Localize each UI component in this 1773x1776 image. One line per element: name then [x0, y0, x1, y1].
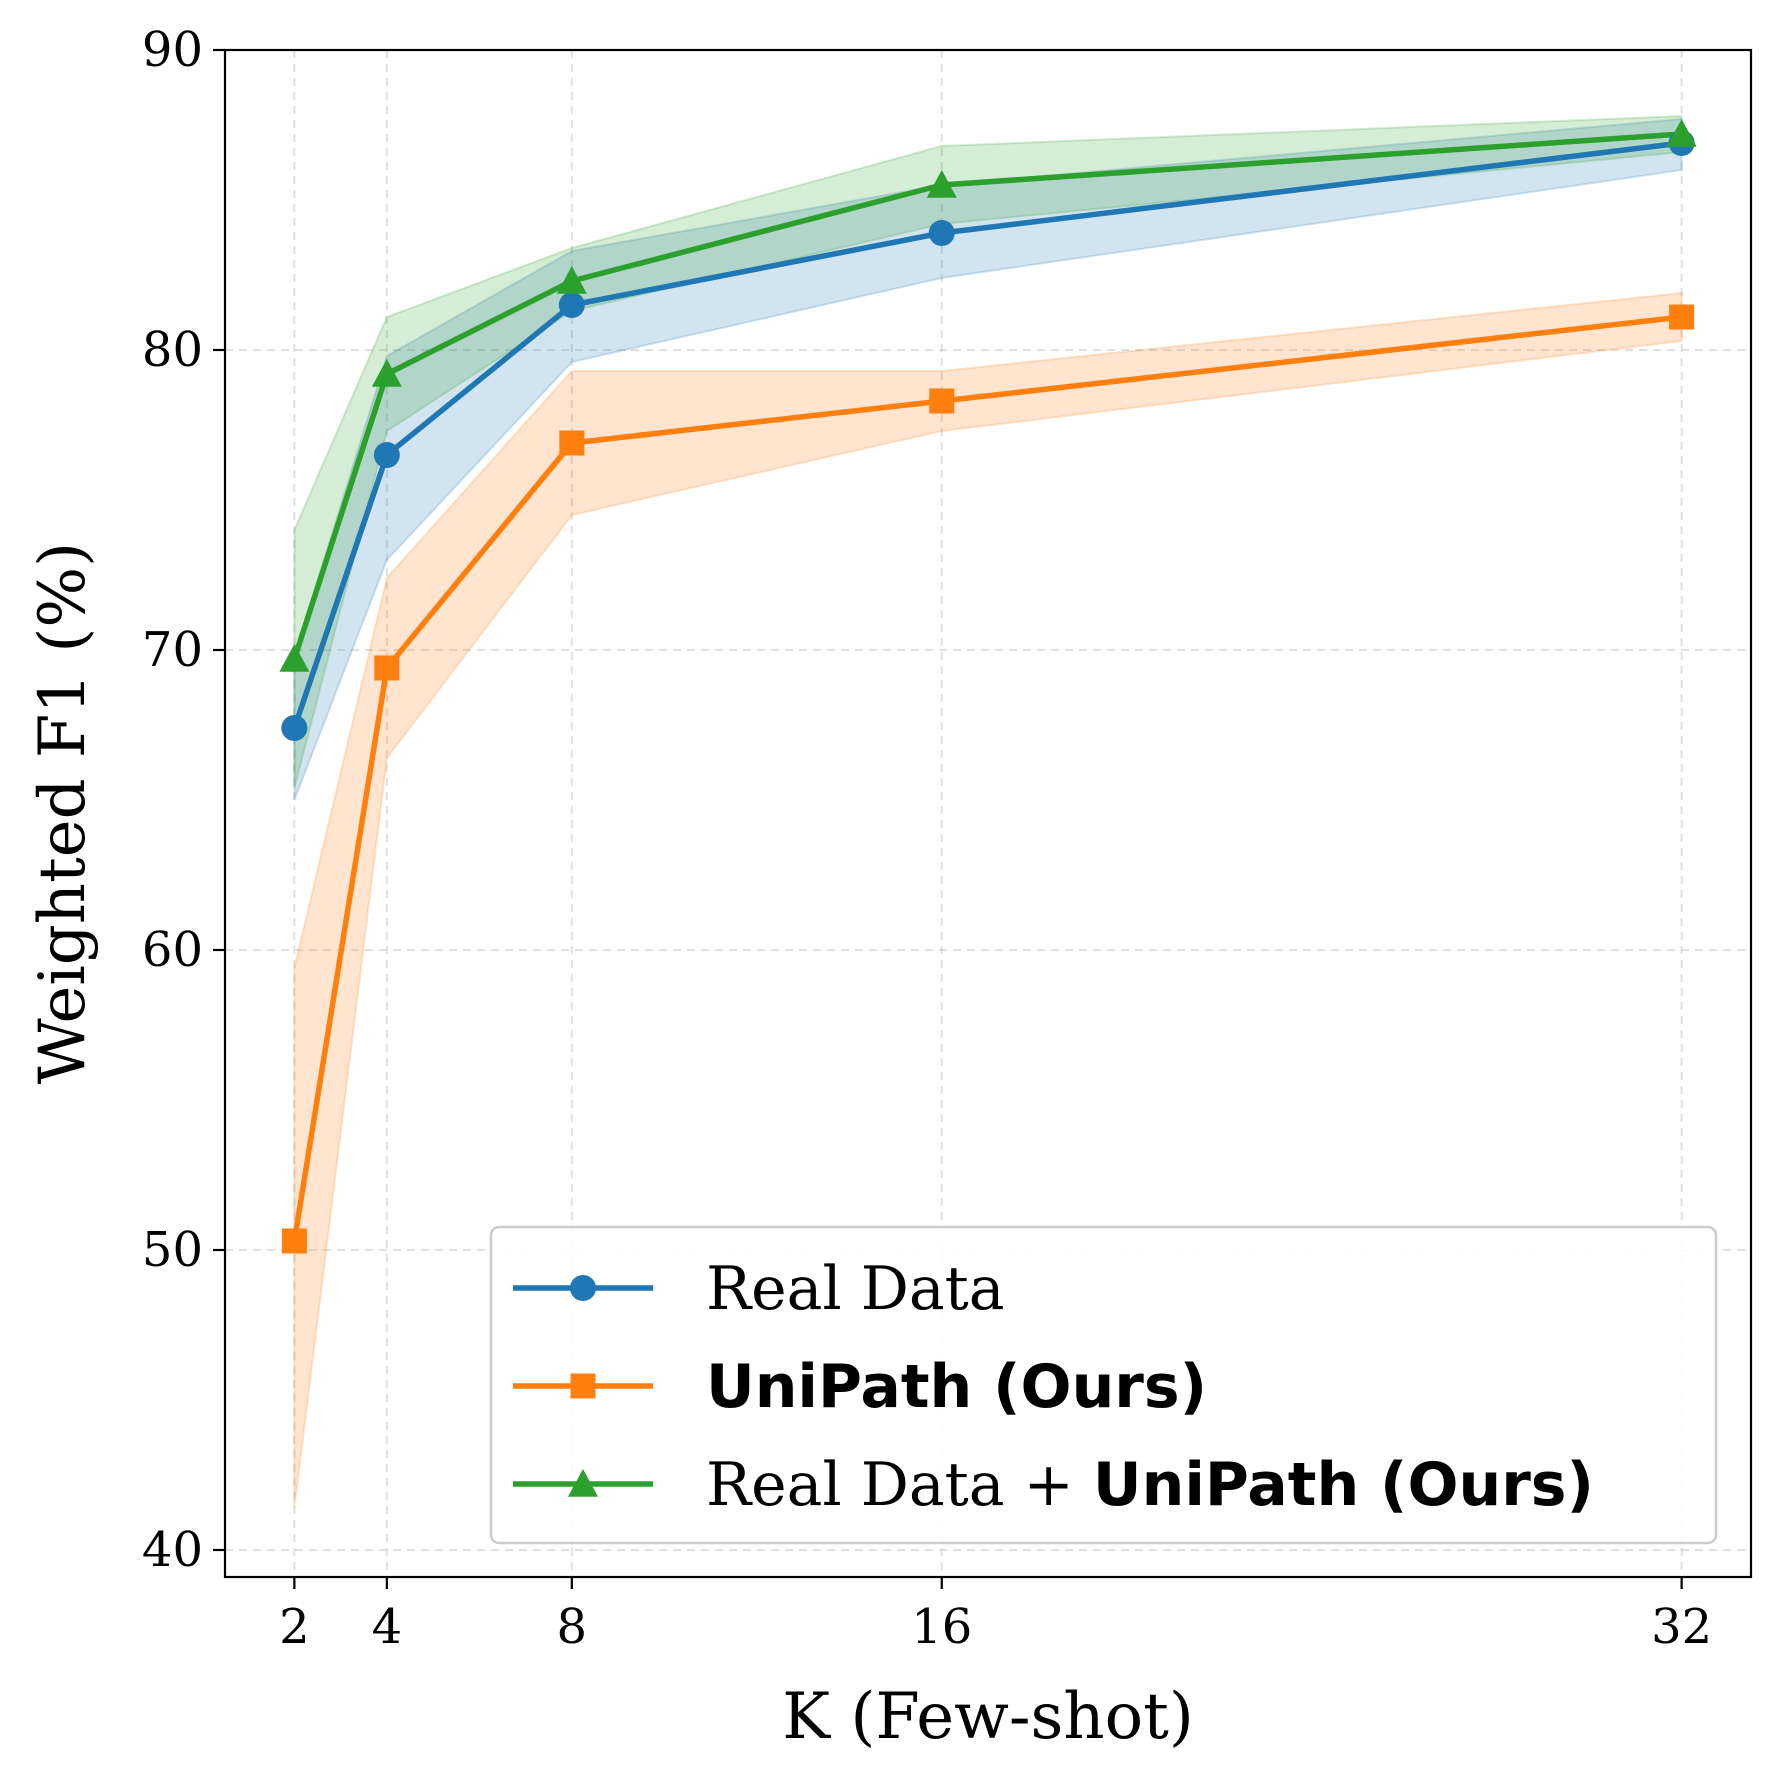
y-tick-label: 80: [142, 322, 203, 378]
y-tick-label: 40: [142, 1522, 203, 1578]
y-tick-label: 60: [142, 922, 203, 978]
legend-marker: [568, 1469, 598, 1497]
data-point-0: [373, 442, 400, 468]
x-tick-label: 16: [911, 1599, 972, 1655]
legend-label-bold: UniPath (Ours): [1093, 1450, 1594, 1520]
data-point-2: [279, 644, 310, 672]
confidence-band-1: [293, 291, 1683, 1509]
y-axis-ticks: 40 50 60 70 80 90: [142, 22, 225, 1578]
legend-box: [489, 1225, 1718, 1545]
legend-marker: [570, 1275, 596, 1301]
data-point-1: [1669, 304, 1695, 330]
data-point-1: [281, 1228, 307, 1254]
legend-label: Real Data: [706, 1254, 1004, 1324]
legend-label-bold: UniPath (Ours): [706, 1352, 1207, 1422]
data-point-0: [558, 292, 585, 318]
data-point-0: [928, 220, 955, 246]
y-tick-label: 50: [142, 1222, 203, 1278]
legend-label-plain: Real Data +: [706, 1450, 1093, 1520]
x-axis-label: K (Few-shot): [782, 1680, 1194, 1754]
data-point-1: [559, 430, 585, 456]
data-point-0: [281, 715, 308, 741]
data-point-1: [374, 655, 400, 681]
x-tick-label: 32: [1651, 1599, 1712, 1655]
series-markers: [279, 119, 1697, 1254]
data-point-2: [556, 266, 587, 294]
x-axis-ticks: 2 4 8 16 32: [279, 1577, 1712, 1655]
legend-marker: [570, 1373, 596, 1399]
y-tick-label: 90: [142, 22, 203, 78]
x-tick-label: 8: [557, 1599, 588, 1655]
legend-label-plain: Real Data: [706, 1254, 1004, 1324]
x-tick-label: 2: [279, 1599, 310, 1655]
data-point-2: [1666, 119, 1697, 147]
x-tick-label: 4: [372, 1599, 403, 1655]
legend-label: UniPath (Ours): [706, 1352, 1207, 1422]
y-axis-label: Weighted F1 (%): [26, 542, 100, 1084]
plot-frame: [223, 48, 1753, 1579]
y-tick-label: 70: [142, 622, 203, 678]
data-point-2: [371, 359, 402, 387]
legend-label: Real Data + UniPath (Ours): [706, 1450, 1594, 1520]
data-point-1: [929, 388, 955, 414]
data-point-2: [926, 170, 957, 198]
